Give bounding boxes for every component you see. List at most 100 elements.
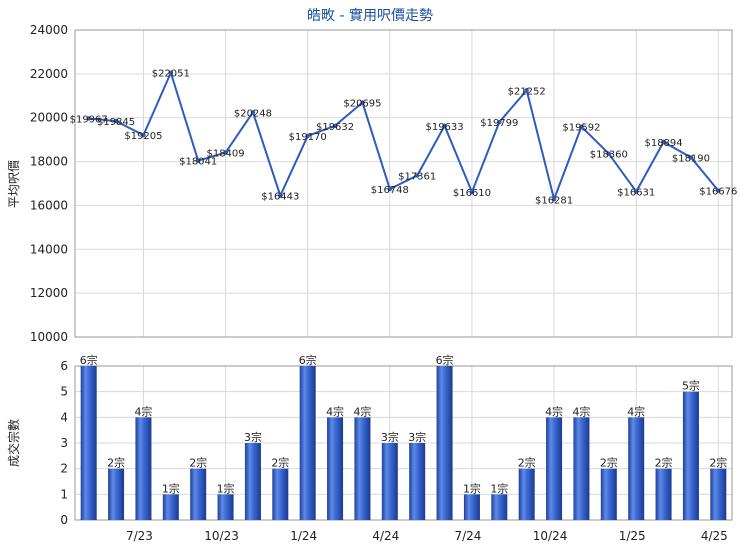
bar-value-label: 2宗 — [600, 456, 618, 470]
x-tick-label: 4/25 — [701, 529, 728, 543]
price-point — [332, 123, 338, 128]
bar-value-label: 1宗 — [463, 481, 481, 495]
transaction-bar — [80, 366, 97, 520]
bar-value-label: 3宗 — [381, 430, 399, 444]
price-tick-label: 18000 — [30, 155, 68, 169]
transaction-bar — [436, 366, 453, 520]
transaction-bar — [272, 468, 289, 520]
price-data-label: $16610 — [453, 188, 491, 199]
count-tick-label: 6 — [60, 359, 68, 373]
count-tick-label: 3 — [60, 436, 68, 450]
bar-value-label: 2宗 — [271, 456, 289, 470]
price-data-label: $19845 — [97, 117, 135, 128]
price-point — [716, 188, 721, 193]
transaction-bar — [299, 366, 316, 520]
price-point — [551, 197, 557, 202]
price-point — [442, 123, 447, 128]
price-data-label: $18360 — [590, 150, 628, 161]
transaction-bar — [628, 417, 645, 520]
x-tick-label: 10/23 — [204, 529, 239, 543]
price-point — [688, 155, 694, 160]
price-point — [86, 116, 91, 121]
x-tick-label: 1/24 — [290, 529, 317, 543]
price-data-label: $20695 — [343, 98, 381, 109]
bar-value-label: 6宗 — [80, 353, 98, 367]
price-tick-label: 20000 — [30, 111, 68, 125]
price-data-label: $17361 — [398, 172, 436, 183]
bar-value-label: 6宗 — [299, 353, 317, 367]
bar-value-label: 2宗 — [655, 456, 673, 470]
price-data-label: $16631 — [617, 188, 655, 199]
count-tick-label: 4 — [60, 410, 68, 424]
price-point — [661, 139, 666, 145]
bar-value-label: 4宗 — [326, 404, 344, 418]
bar-value-label: 1宗 — [162, 481, 180, 495]
price-point — [223, 150, 228, 155]
price-point — [250, 110, 256, 115]
price-series-line — [88, 71, 720, 201]
x-tick-label: 10/24 — [533, 529, 568, 543]
bar-value-label: 5宗 — [682, 379, 700, 393]
bar-value-label: 3宗 — [408, 430, 426, 444]
x-tick-label: 1/25 — [619, 529, 646, 543]
price-data-label: $16443 — [261, 192, 299, 203]
price-data-label: $18894 — [644, 138, 682, 149]
transaction-bar — [491, 494, 508, 520]
price-data-label: $19632 — [316, 122, 354, 133]
price-point — [469, 189, 475, 195]
price-y-axis-label: 平均呎價 — [7, 160, 21, 208]
price-point — [497, 119, 502, 125]
bar-value-label: 3宗 — [244, 430, 262, 444]
price-data-label: $19799 — [480, 118, 518, 129]
bar-value-label: 1宗 — [217, 481, 235, 495]
price-point — [414, 173, 420, 178]
transaction-bar — [409, 443, 426, 520]
transaction-bar — [108, 468, 125, 520]
price-data-label: $16281 — [535, 195, 573, 206]
price-point — [141, 132, 146, 138]
price-point — [387, 186, 393, 192]
price-point — [360, 100, 365, 105]
price-tick-label: 22000 — [30, 67, 68, 81]
bar-value-label: 2宗 — [709, 456, 727, 470]
price-tick-label: 24000 — [30, 23, 68, 37]
transaction-bar — [463, 494, 480, 520]
bar-value-label: 4宗 — [545, 404, 563, 418]
count-plot-frame — [74, 365, 733, 521]
chart-title: 皓畋 - 實用呎價走勢 — [307, 7, 433, 24]
x-tick-label: 7/24 — [454, 529, 481, 543]
price-data-label: $20248 — [234, 108, 272, 119]
price-plot-frame — [74, 29, 733, 338]
bar-value-label: 1宗 — [490, 481, 508, 495]
x-tick-label: 4/24 — [372, 529, 399, 543]
bar-value-label: 6宗 — [436, 353, 454, 367]
price-point — [579, 124, 584, 129]
price-point — [113, 118, 119, 124]
transaction-bar — [655, 468, 672, 520]
price-data-label: $16748 — [371, 185, 409, 196]
price-tick-label: 10000 — [30, 330, 68, 344]
transaction-bar — [354, 417, 371, 520]
bar-value-label: 2宗 — [189, 456, 207, 470]
price-data-label: $16676 — [699, 187, 737, 198]
price-data-label: $18190 — [672, 153, 710, 164]
transaction-bar — [327, 417, 344, 520]
price-data-label: $19633 — [425, 122, 463, 133]
transaction-bar — [682, 391, 699, 520]
count-tick-label: 2 — [60, 462, 68, 476]
price-data-label: $18409 — [206, 149, 244, 160]
price-line-panel: 10000 12000 14000 16000 18000 20000 22000 24000… — [30, 23, 738, 344]
price-data-label: $19967 — [70, 114, 108, 125]
transaction-bar — [244, 443, 261, 520]
bar-value-label: 4宗 — [627, 404, 645, 418]
transaction-bar — [217, 494, 234, 520]
price-data-label: $19205 — [124, 131, 162, 142]
price-data-label: $22051 — [152, 69, 190, 80]
transaction-bar — [710, 468, 727, 520]
transaction-bar — [600, 468, 617, 520]
x-tick-label: 7/23 — [126, 529, 153, 543]
bar-value-label: 2宗 — [518, 456, 536, 470]
bar-value-label: 4宗 — [134, 404, 152, 418]
transaction-bar — [381, 443, 398, 520]
